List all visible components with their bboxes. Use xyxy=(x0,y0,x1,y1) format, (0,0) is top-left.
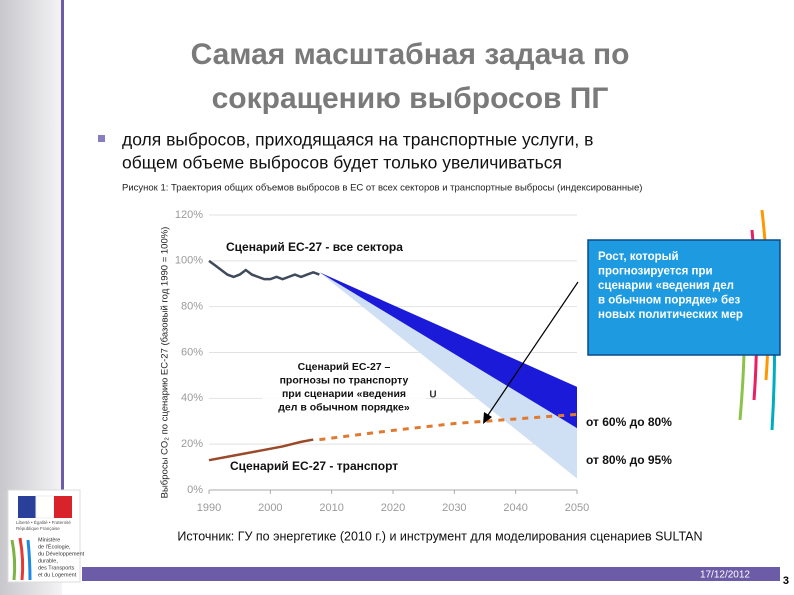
slide-title: Самая масштабная задача по xyxy=(191,38,630,71)
y-tick-label: 100% xyxy=(175,255,203,267)
range-band xyxy=(319,272,577,429)
logo-text: République Française xyxy=(16,526,60,531)
y-tick-label: 0% xyxy=(187,484,203,496)
x-tick-label: 2020 xyxy=(381,502,405,514)
page-number: 3 xyxy=(783,575,789,587)
chart-caption: Рисунок 1: Траектория общих объемов выбр… xyxy=(122,183,642,194)
annotation: Рост, который xyxy=(598,251,679,263)
ministry-text: Ministère xyxy=(38,537,60,543)
ministry-text: durable, xyxy=(38,558,58,564)
bullet-marker xyxy=(98,135,105,142)
bullet-text: общем объеме выбросов будет только увели… xyxy=(122,153,562,173)
date: 17/12/2012 xyxy=(700,570,750,581)
y-tick-label: 40% xyxy=(181,392,203,404)
annotation: при сценарии «ведения xyxy=(282,388,406,400)
annotation: Сценарий ЕС-27 - транспорт xyxy=(230,459,398,473)
series-line xyxy=(208,438,314,462)
ministry-text: et du Logement xyxy=(38,572,77,578)
annotation: прогнозы по транспорту xyxy=(280,374,409,386)
annotation: в обычном порядке» без xyxy=(598,295,741,307)
y-tick-label: 60% xyxy=(181,346,203,358)
x-tick-label: 2040 xyxy=(503,502,527,514)
annotation: прогнозируется при xyxy=(598,266,713,278)
range-band xyxy=(319,272,577,479)
content: Самая масштабная задача по сокращению выб… xyxy=(16,38,789,587)
y-tick-label: 20% xyxy=(181,438,203,450)
bullet-text: доля выбросов, приходящаяся на транспорт… xyxy=(122,130,593,150)
slide-title: сокращению выбросов ПГ xyxy=(212,82,609,115)
x-tick-label: 2010 xyxy=(319,502,343,514)
x-tick-label: 2030 xyxy=(442,502,466,514)
annotation: от 80% до 95% xyxy=(586,453,672,467)
x-tick-label: 2000 xyxy=(258,502,282,514)
annotation-bg xyxy=(262,358,426,414)
y-axis-label: Выбросы CO₂ по сценарию ЕС-27 (базовый г… xyxy=(160,227,171,499)
ministry-text: de l'Écologie, xyxy=(38,543,71,550)
footer-bar xyxy=(82,567,780,581)
ministry-text: des Transports xyxy=(38,565,75,571)
annotation: Сценарий ЕС-27 - все сектора xyxy=(226,240,403,254)
chart-source: Источник: ГУ по энергетике (2010 г.) и и… xyxy=(177,529,702,543)
callout-arrow xyxy=(485,281,579,419)
annotation: Сценарий ЕС-27 – xyxy=(298,361,391,373)
arrow-head xyxy=(483,412,492,424)
flag-white xyxy=(35,495,55,519)
annotation: U xyxy=(429,390,436,401)
ministry-text: du Développement xyxy=(38,551,85,557)
logo-text: Liberté • Égalité • Fraternité xyxy=(16,519,71,525)
series-line xyxy=(319,412,578,442)
x-tick-label: 2050 xyxy=(565,502,589,514)
y-tick-label: 80% xyxy=(181,301,203,313)
flag-blue xyxy=(18,496,36,518)
callout-box xyxy=(587,239,781,356)
y-tick-label: 120% xyxy=(175,209,203,221)
annotation: от 60% до 80% xyxy=(586,415,672,429)
side-line xyxy=(61,0,64,567)
flag-red xyxy=(54,496,72,518)
annotation: сценарии «ведения дел xyxy=(598,280,734,292)
annotation: новых политических мер xyxy=(598,309,743,321)
annotation: дел в обычном порядке» xyxy=(278,401,410,413)
x-tick-label: 1990 xyxy=(197,502,221,514)
series-line xyxy=(208,259,320,281)
